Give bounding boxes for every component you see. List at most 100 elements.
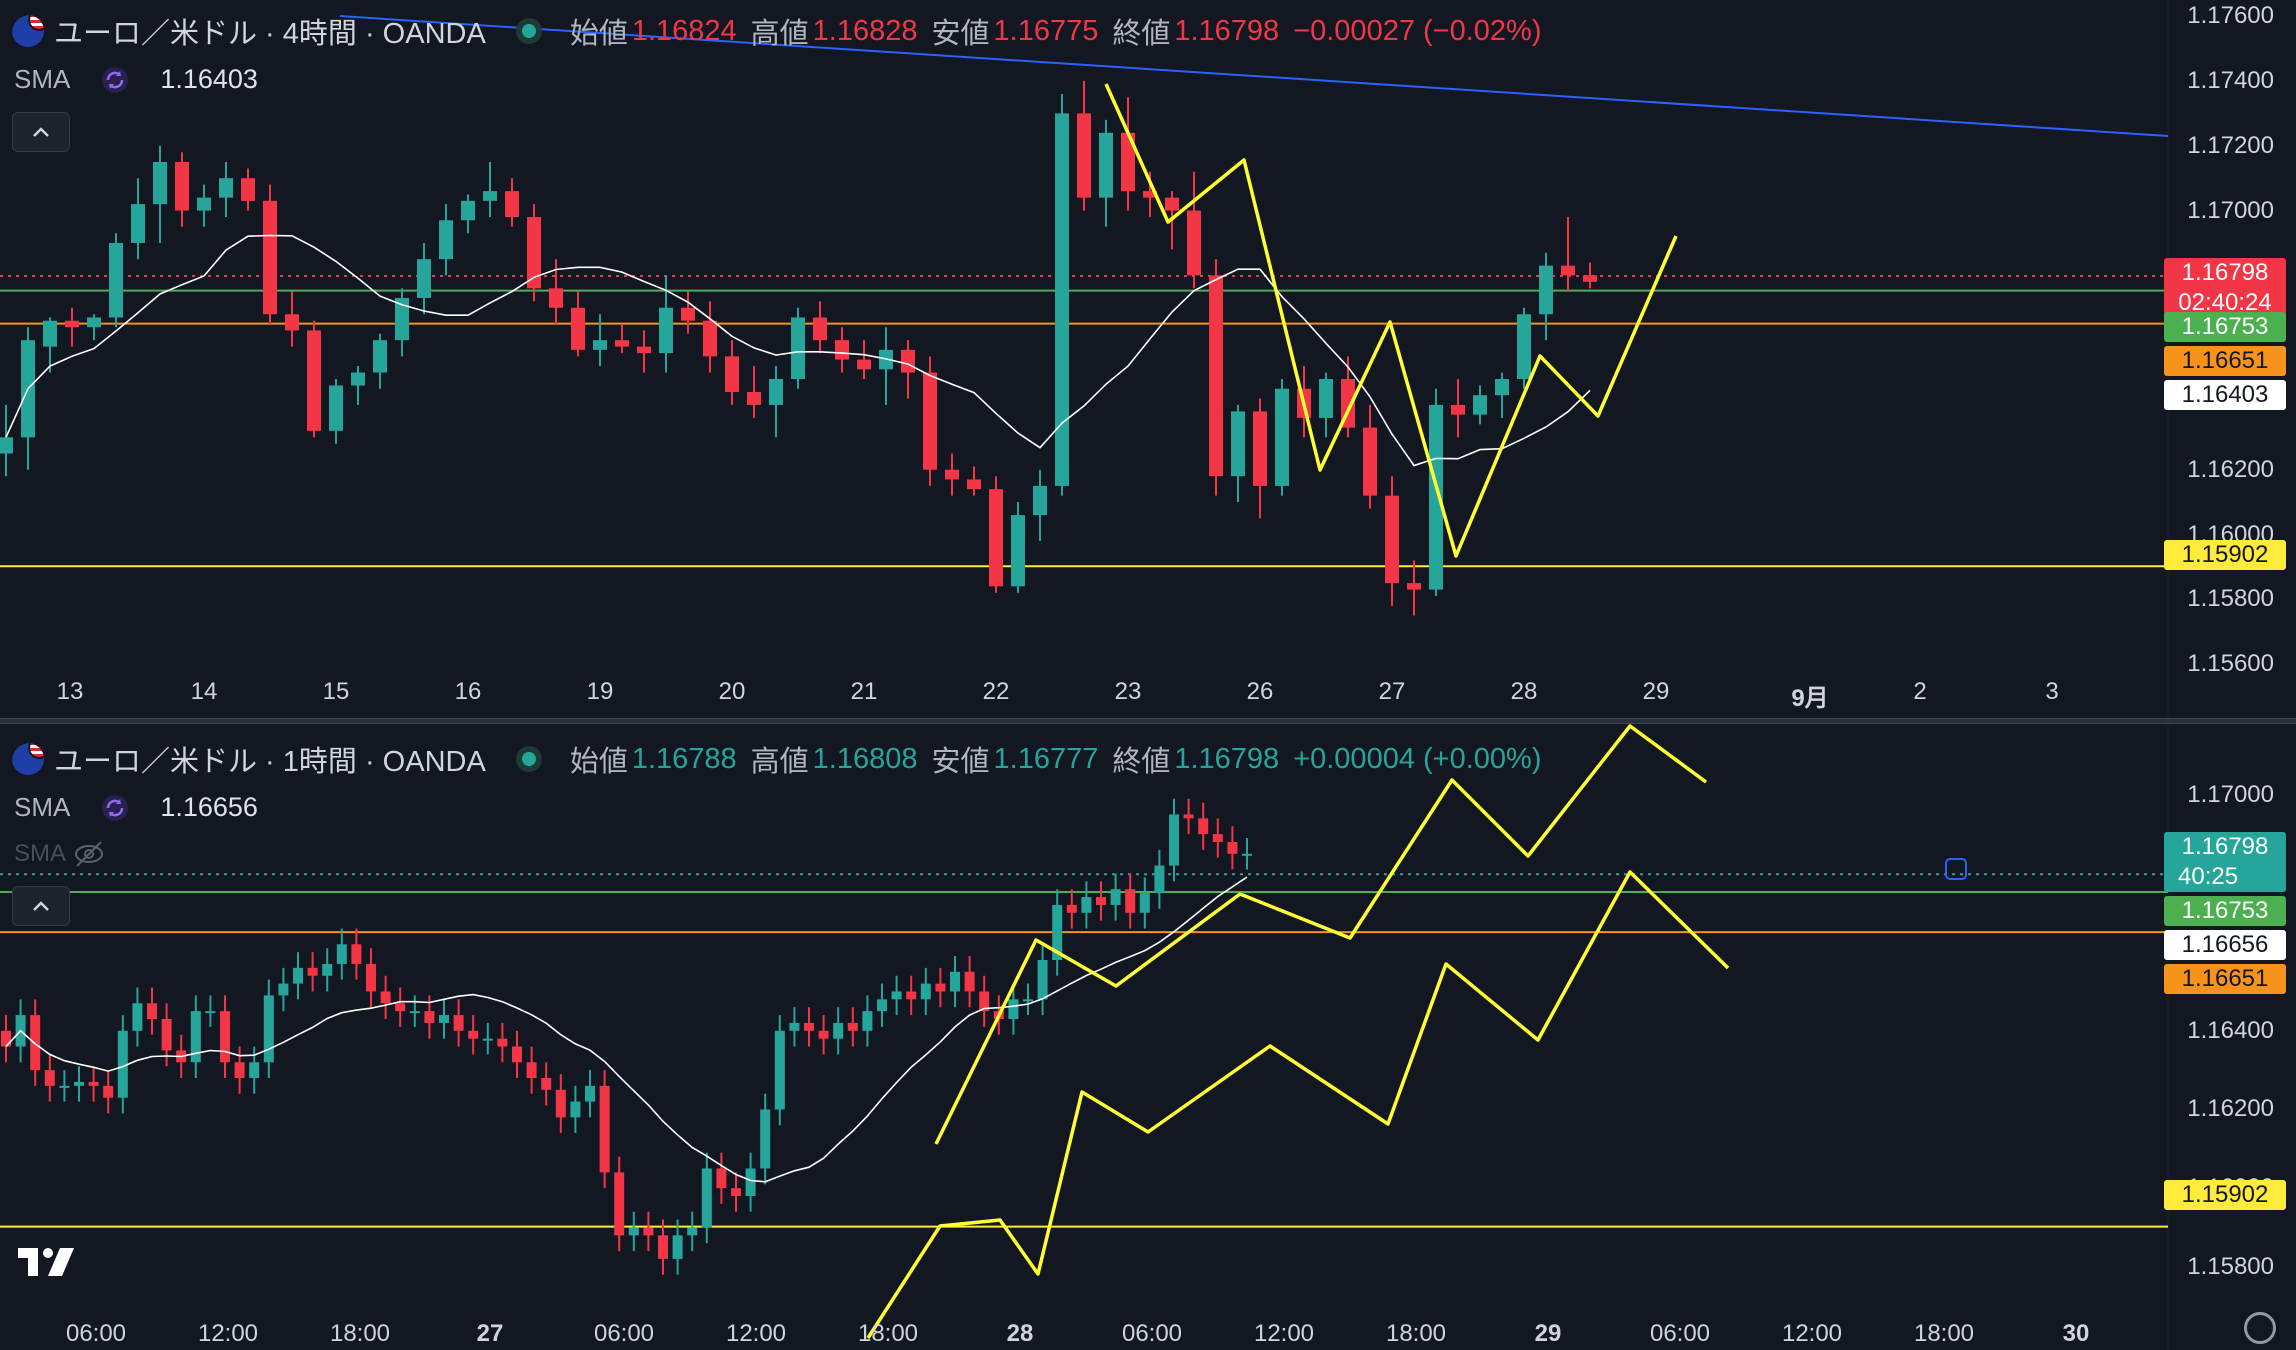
change-value: −0.00027 (−0.02%)	[1293, 14, 1542, 47]
sma-refresh-icon[interactable]	[100, 793, 130, 823]
candle-body	[453, 1015, 464, 1031]
candle-body	[278, 983, 289, 996]
candle-body	[1125, 889, 1136, 913]
symbol-legend-1h: ユーロ／米ドル · 1時間 · OANDA 始値 1.16788 高値 1.16…	[10, 738, 1556, 780]
candle-body	[901, 349, 915, 373]
chart-pane-1h[interactable]: ユーロ／米ドル · 1時間 · OANDA 始値 1.16788 高値 1.16…	[0, 724, 2296, 1350]
candle-body	[920, 983, 931, 1000]
sma-refresh-icon[interactable]	[100, 65, 130, 95]
alert-marker-icon	[1945, 858, 1967, 880]
candle-body	[88, 1081, 99, 1086]
time-tick-label: 15	[322, 678, 350, 705]
candle-body	[249, 1062, 260, 1078]
close-label: 終値	[1112, 746, 1171, 778]
candle-body	[774, 1030, 785, 1110]
sma-label: SMA	[14, 792, 71, 822]
candle-body	[1008, 999, 1019, 1019]
price-tick-label: 1.16200	[2187, 455, 2274, 483]
candle-body	[658, 1235, 668, 1259]
candle-body	[44, 1070, 55, 1086]
candle-body	[1429, 404, 1443, 590]
symbol-title[interactable]: ユーロ／米ドル · 4時間 · OANDA	[54, 18, 486, 50]
price-tick-label: 1.15800	[2187, 585, 2274, 613]
candle-body	[935, 983, 946, 992]
candle-body	[731, 1188, 741, 1196]
market-status-icon[interactable]	[515, 746, 542, 772]
price-tag-value: 1.16798	[2181, 833, 2269, 860]
price-tag: 1.16798 40:25	[2164, 832, 2286, 892]
candle-body	[1169, 814, 1179, 866]
candle-body	[439, 1015, 449, 1023]
candle-body	[835, 340, 849, 360]
price-tag: 1.16651	[2164, 964, 2286, 994]
eye-off-icon[interactable]	[72, 840, 106, 868]
time-tick-label: 12:00	[1781, 1320, 1843, 1347]
candle-body	[461, 200, 475, 221]
candle-body	[818, 1030, 829, 1039]
low-label: 安値	[931, 18, 990, 50]
price-tick-label: 1.17600	[2187, 2, 2274, 30]
price-tag: 1.15902	[2164, 1180, 2286, 1210]
price-tag: 1.16656	[2164, 930, 2286, 960]
candle-body	[1099, 132, 1113, 198]
candle-body	[1154, 865, 1165, 894]
time-tick-label: 29	[1642, 678, 1670, 705]
collapse-legend-button[interactable]	[12, 112, 70, 152]
candle-body	[263, 200, 277, 315]
candle-body	[643, 1227, 654, 1236]
candle-body	[1183, 814, 1194, 819]
hidden-sma-legend[interactable]: SMA	[14, 840, 106, 868]
candle-body	[1451, 404, 1465, 415]
candle-body	[1363, 427, 1377, 496]
sma-indicator-legend[interactable]: SMA 1.16656	[14, 792, 258, 823]
candle-body	[791, 317, 805, 380]
market-status-icon[interactable]	[515, 18, 542, 44]
collapse-legend-button[interactable]	[12, 886, 70, 926]
candle-body	[30, 1015, 41, 1071]
candle-body	[891, 991, 902, 1000]
pane-divider[interactable]	[0, 718, 2296, 724]
candle-body	[628, 1227, 639, 1236]
price-tag-value: 1.15902	[2181, 1181, 2269, 1208]
candle-body	[322, 963, 333, 976]
candle-body	[147, 1003, 157, 1019]
time-tick-label: 21	[850, 678, 878, 705]
close-value: 1.16798	[1174, 14, 1280, 47]
bar-countdown: 02:40:24	[2178, 289, 2272, 316]
candle-body	[989, 489, 1003, 587]
price-chart-4h[interactable]	[0, 0, 2296, 718]
candle-body	[570, 1101, 581, 1118]
sma-value: 1.16656	[160, 792, 258, 822]
chevron-up-icon	[33, 901, 49, 911]
candle-body	[1319, 379, 1333, 418]
candle-body	[74, 1081, 84, 1086]
candle-body	[637, 346, 651, 354]
tradingview-logo[interactable]	[16, 1244, 82, 1280]
candle-body	[1143, 191, 1157, 198]
candle-body	[862, 1011, 873, 1031]
candle-body	[1583, 275, 1597, 282]
price-tag: 1.15902	[2164, 540, 2286, 570]
candle-body	[703, 320, 717, 357]
price-tag-value: 1.16651	[2181, 347, 2269, 374]
price-tag-value: 1.16651	[2181, 965, 2269, 992]
time-tick-label: 06:00	[65, 1320, 127, 1347]
candle-body	[205, 1011, 216, 1014]
close-value: 1.16798	[1174, 742, 1280, 775]
low-label: 安値	[931, 746, 990, 778]
candle-body	[747, 391, 761, 405]
time-tick-label: 13	[56, 678, 84, 705]
price-chart-1h[interactable]	[0, 724, 2296, 1350]
change-value: +0.00004 (+0.00%)	[1293, 742, 1542, 775]
candle-body	[1096, 897, 1106, 905]
candle-body	[439, 220, 453, 260]
candle-body	[527, 217, 541, 289]
candle-body	[1539, 265, 1553, 315]
chart-pane-4h[interactable]: ユーロ／米ドル · 4時間 · OANDA 始値 1.16824 高値 1.16…	[0, 0, 2296, 718]
price-tag-value: 1.16798	[2181, 259, 2269, 286]
price-tag-value: 1.16656	[2181, 931, 2269, 958]
gear-icon[interactable]	[2244, 1312, 2276, 1344]
sma-indicator-legend[interactable]: SMA 1.16403	[14, 64, 258, 95]
candle-body	[424, 1011, 435, 1023]
symbol-title[interactable]: ユーロ／米ドル · 1時間 · OANDA	[54, 746, 486, 778]
